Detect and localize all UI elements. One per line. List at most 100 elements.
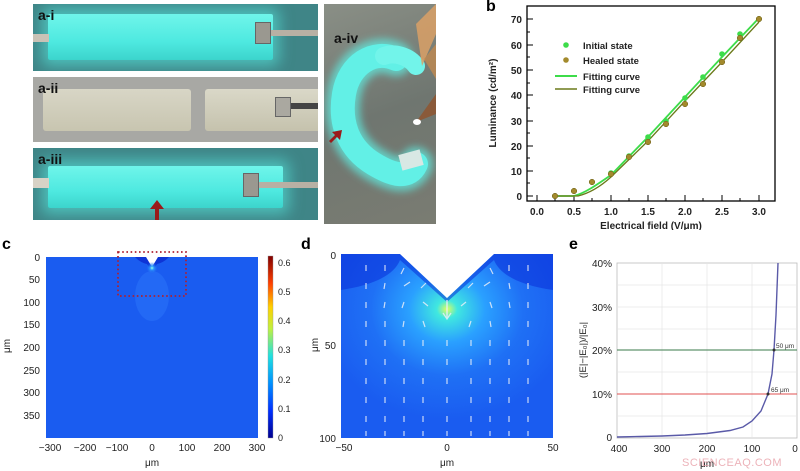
photo-a-ii: a-ii — [33, 77, 318, 142]
svg-text:Fitting curve: Fitting curve — [583, 85, 640, 96]
svg-text:0.0: 0.0 — [530, 207, 544, 218]
svg-text:0.4: 0.4 — [278, 316, 291, 326]
svg-text:−100: −100 — [106, 443, 129, 454]
x-axis-label: Electrical field (V/μm) — [600, 221, 702, 230]
electrode-tab — [243, 173, 259, 197]
svg-text:0.5: 0.5 — [567, 207, 581, 218]
photo-label: a-iii — [38, 151, 63, 167]
watermark: SCIENCEAQ.COM — [681, 457, 782, 469]
chart-e-relative-field: 50 μm 65 μm 40% 30% 20% 10% 0 (|E|−|E₀|)/|E₀… — [578, 259, 798, 470]
svg-text:1.5: 1.5 — [641, 207, 655, 218]
chart-b-luminance: 0 10 20 30 40 50 60 70 Luminance (cd/m²)… — [488, 5, 776, 230]
colorbar-ticks: 0 0.1 0.2 0.3 0.4 0.5 0.6 — [278, 258, 291, 443]
svg-text:0: 0 — [278, 433, 283, 443]
annotation-65um: 65 μm — [771, 387, 789, 394]
y-axis-label: (|E|−|E₀|)/|E₀| — [578, 322, 589, 378]
panel-letter-b: b — [486, 0, 496, 15]
colorbar — [267, 255, 274, 439]
svg-text:1.0: 1.0 — [604, 207, 618, 218]
svg-text:0.1: 0.1 — [278, 404, 291, 414]
svg-text:200: 200 — [23, 343, 40, 354]
svg-text:20: 20 — [511, 142, 523, 153]
y-axis-label: Luminance (cd/m²) — [488, 59, 499, 148]
svg-text:0.5: 0.5 — [278, 287, 291, 297]
photo-a-iv: a-iv — [324, 4, 436, 224]
panel-letter-e: e — [569, 236, 578, 253]
glow-strip — [48, 14, 273, 60]
svg-text:10: 10 — [511, 167, 523, 178]
svg-text:0: 0 — [606, 433, 612, 444]
svg-text:0: 0 — [149, 443, 155, 454]
sample-right-half — [205, 89, 318, 131]
svg-text:350: 350 — [23, 411, 40, 422]
svg-text:20%: 20% — [592, 346, 612, 357]
panel-letter-d: d — [301, 236, 311, 253]
svg-text:100: 100 — [319, 434, 336, 445]
svg-text:50: 50 — [325, 341, 337, 352]
bent-sample — [325, 4, 436, 192]
svg-text:Fitting curve: Fitting curve — [583, 72, 640, 83]
svg-text:−200: −200 — [74, 443, 97, 454]
svg-text:30%: 30% — [592, 303, 612, 314]
svg-text:200: 200 — [214, 443, 231, 454]
sample-left-half — [43, 89, 191, 131]
svg-text:100: 100 — [23, 298, 40, 309]
svg-text:0.3: 0.3 — [278, 345, 291, 355]
svg-text:100: 100 — [179, 443, 196, 454]
svg-text:0.2: 0.2 — [278, 375, 291, 385]
wire-left — [33, 178, 49, 188]
svg-text:0: 0 — [516, 192, 522, 203]
svg-text:40: 40 — [511, 91, 523, 102]
wire — [271, 30, 318, 36]
y-axis-label: μm — [310, 338, 321, 352]
svg-text:0: 0 — [330, 251, 336, 262]
photo-a-iii: a-iii — [33, 148, 318, 220]
x-axis-label: μm — [700, 459, 714, 470]
svg-text:Healed state: Healed state — [583, 56, 639, 67]
wire — [259, 182, 318, 188]
field-arrows — [365, 265, 529, 436]
fit-initial — [555, 17, 760, 197]
svg-text:−300: −300 — [39, 443, 62, 454]
legend: Initial state Healed state Fitting curve… — [555, 41, 640, 96]
x-axis-label: μm — [440, 458, 454, 469]
photo-a-i: a-i — [33, 4, 318, 71]
photo-label: a-iv — [334, 30, 359, 46]
svg-text:3.0: 3.0 — [752, 207, 766, 218]
series-healed — [551, 15, 763, 200]
electrode-tab — [255, 22, 271, 44]
svg-text:0: 0 — [792, 444, 798, 455]
y-axis: 0 10 20 30 40 50 60 70 — [511, 15, 533, 203]
svg-text:50: 50 — [511, 66, 523, 77]
svg-text:10%: 10% — [592, 390, 612, 401]
svg-text:−50: −50 — [336, 443, 353, 454]
svg-text:2.5: 2.5 — [715, 207, 729, 218]
svg-text:50: 50 — [29, 275, 41, 286]
notch — [400, 254, 494, 298]
zoom-region-box — [117, 251, 187, 297]
x-axis-label: μm — [145, 458, 159, 469]
svg-text:200: 200 — [699, 444, 716, 455]
photo-label: a-i — [38, 7, 55, 23]
y-axis-label: μm — [2, 339, 13, 353]
svg-text:150: 150 — [23, 320, 40, 331]
red-arrow-icon — [150, 200, 164, 220]
svg-text:60: 60 — [511, 41, 523, 52]
svg-text:300: 300 — [249, 443, 266, 454]
chart-d-field-vectors: 0 50 100 μm −50 0 50 μm — [310, 251, 559, 469]
svg-text:250: 250 — [23, 366, 40, 377]
panel-letter-c: c — [2, 236, 11, 253]
annotation-50um: 50 μm — [776, 343, 794, 350]
svg-text:Initial state: Initial state — [583, 41, 633, 52]
svg-text:100: 100 — [744, 444, 761, 455]
x-axis: 0.0 0.5 1.0 1.5 2.0 2.5 3.0 — [530, 195, 766, 218]
svg-text:50: 50 — [547, 443, 559, 454]
red-arrow-icon — [329, 130, 342, 143]
svg-text:70: 70 — [511, 15, 523, 26]
svg-text:300: 300 — [654, 444, 671, 455]
curve — [616, 262, 779, 438]
svg-text:40%: 40% — [592, 259, 612, 270]
photo-label: a-ii — [38, 80, 59, 96]
svg-text:400: 400 — [611, 444, 628, 455]
